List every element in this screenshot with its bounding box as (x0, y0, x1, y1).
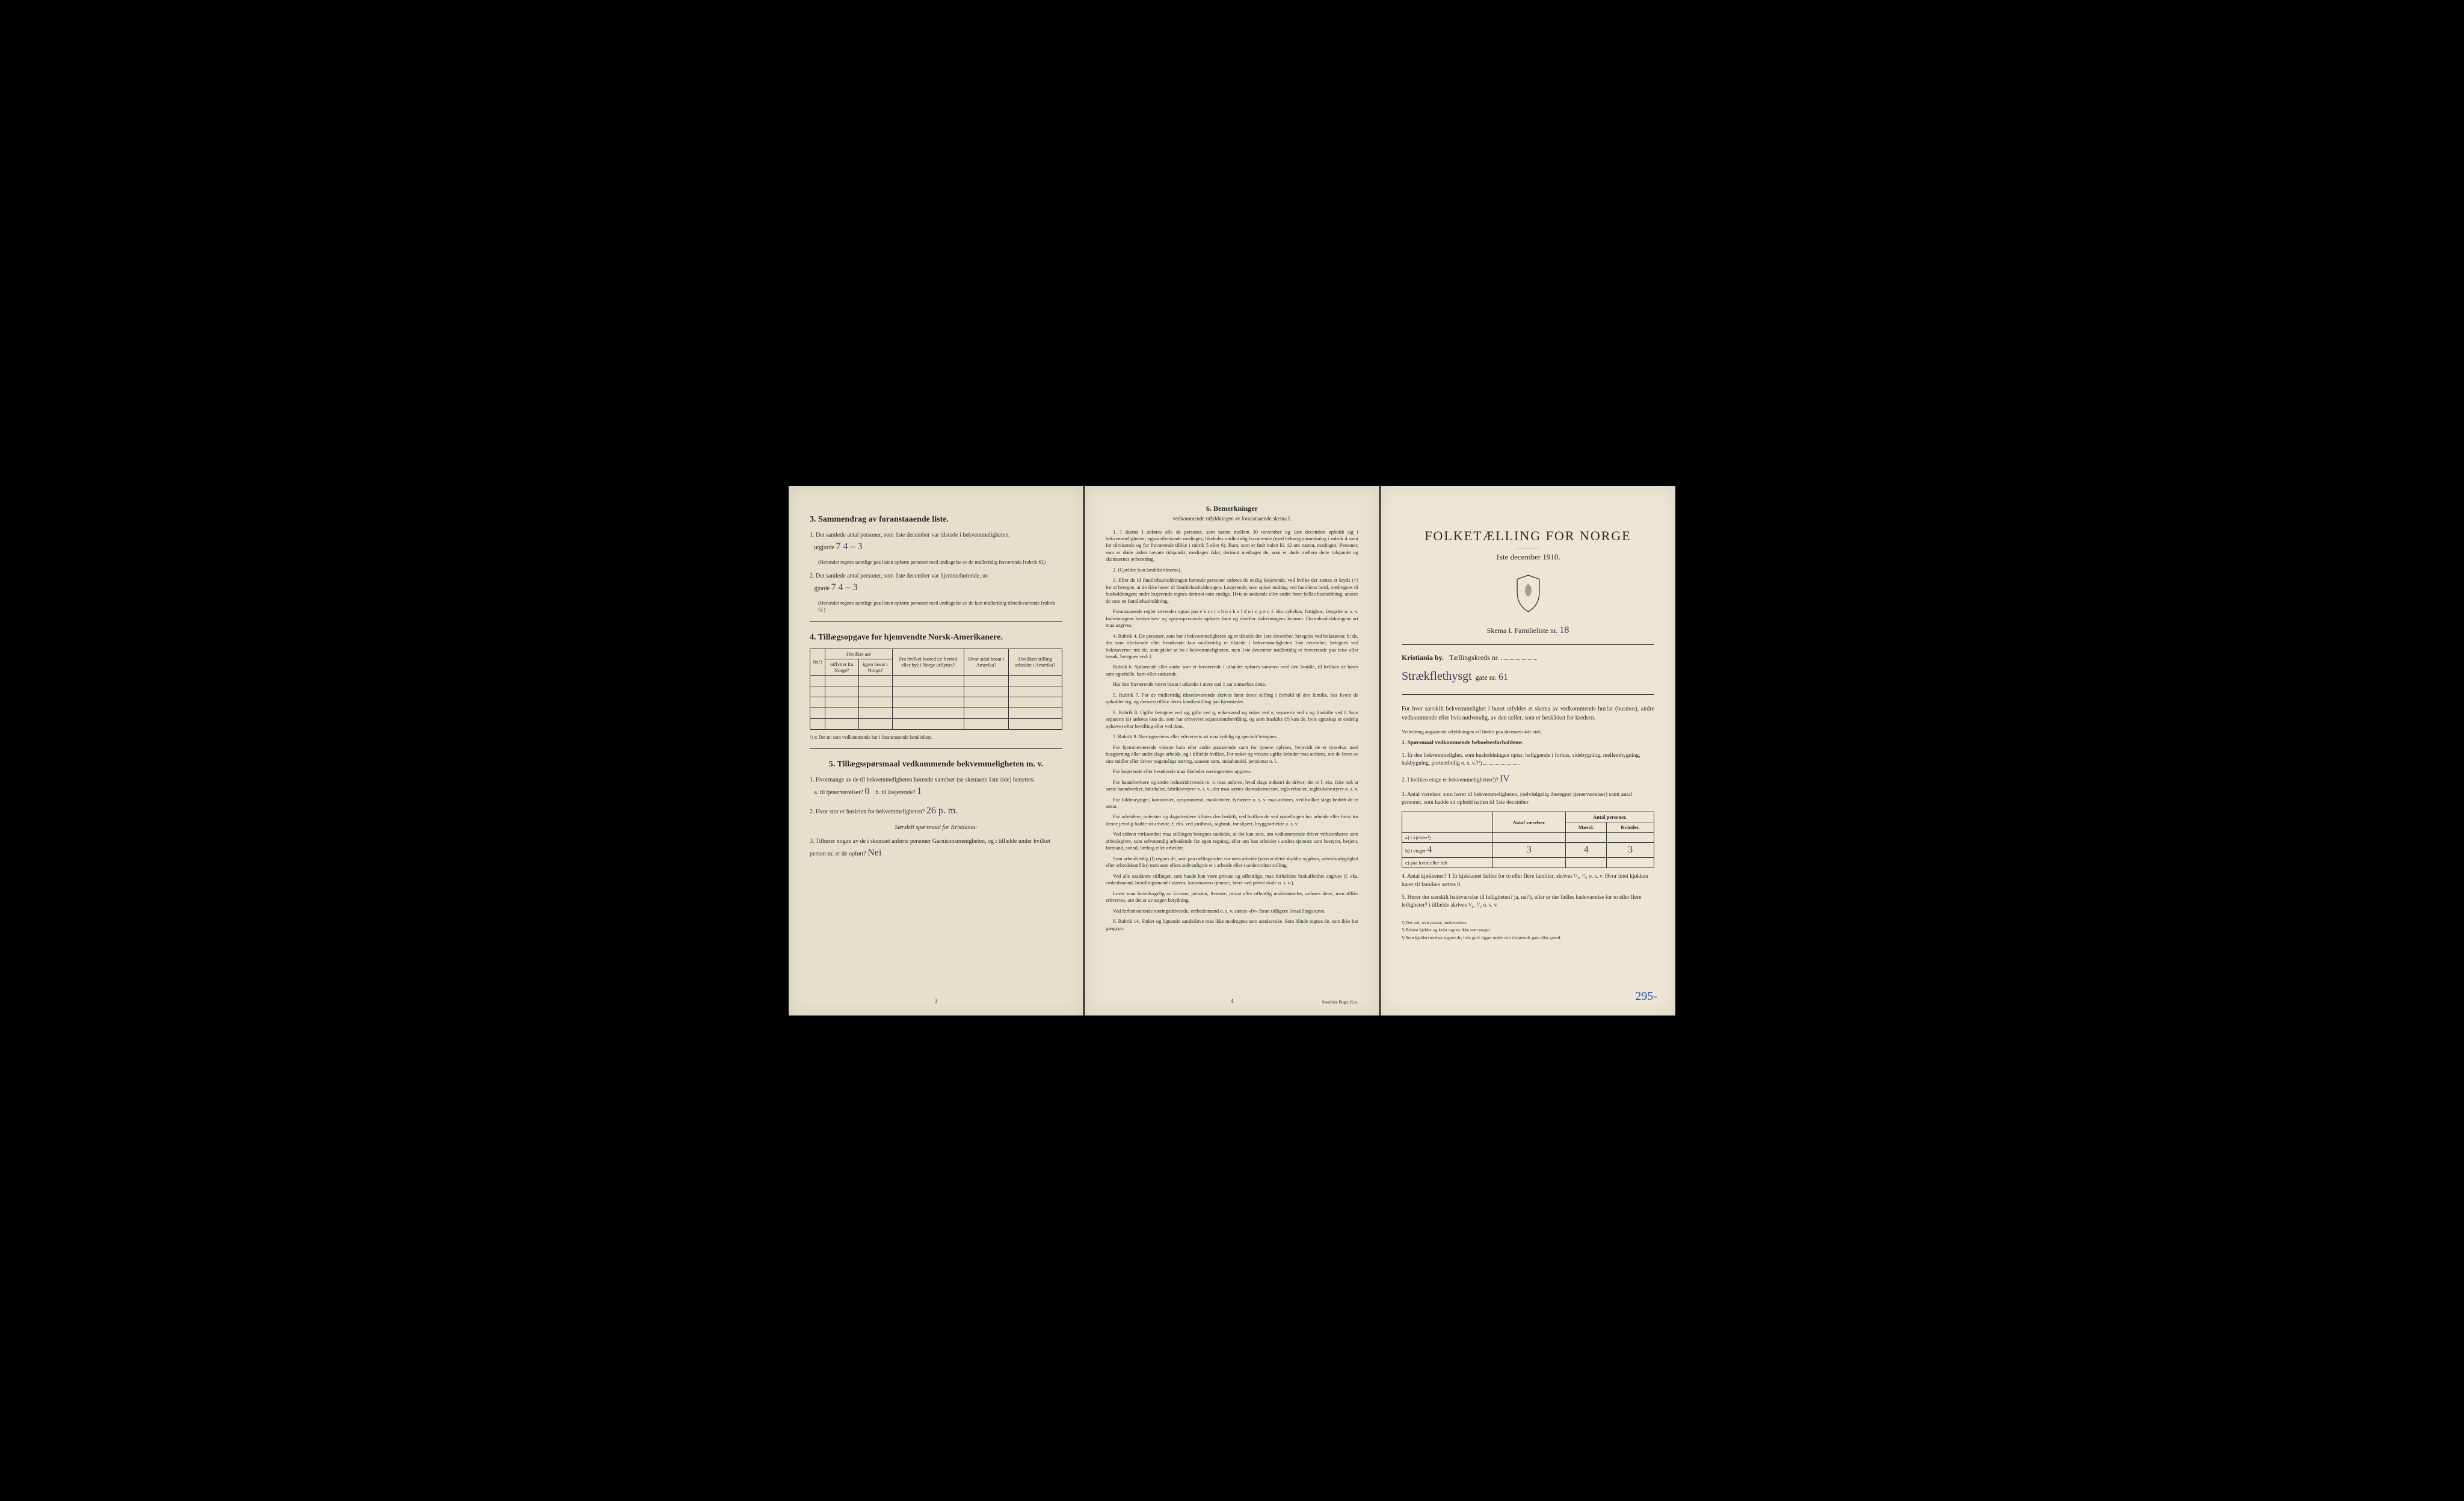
bemerkning-para: 7. Rubrik 9. Næringsveiens eller erhverv… (1106, 733, 1358, 740)
s3-q2: 2. Det samlede antal personer, som 1ste … (810, 572, 1062, 595)
bemerkninger-body: 1. I skema I anføres alle de personer, s… (1106, 529, 1358, 932)
document-spread: 3. Sammendrag av foranstaaende liste. 1.… (789, 486, 1675, 1016)
bemerkning-para: Ved alle saadanne stillinger, som baade … (1106, 873, 1358, 887)
s3-q1-paren: (Herunder regnes samtlige paa listen opf… (818, 559, 1062, 566)
norsk-amerikanere-table: Nr.¹) I hvilket aar Fra hvilket bosted (… (810, 649, 1062, 730)
printer-credit: Steen'ske Bogtr. Kr.a. (1322, 1000, 1358, 1005)
bemerkning-para: Som arbeidsledig (l) regnes de, som paa … (1106, 855, 1358, 869)
s5-q1: 1. Hvormange av de til bekvemmeligheten … (810, 775, 1062, 799)
section-3-title: 3. Sammendrag av foranstaaende liste. (810, 515, 1062, 525)
r-q2-val: IV (1500, 774, 1510, 784)
gate-line: Strækflethysgt gate nr. 61 (1402, 670, 1654, 683)
bemerkning-para: Ved forhenværende næringsdrivende, embed… (1106, 908, 1358, 914)
bemerkning-para: 6. Rubrik 8. Ugifte betegnes ved ug, gif… (1106, 709, 1358, 730)
table-row (810, 707, 1062, 718)
bemerkning-para: 1. I skema I anføres alle de personer, s… (1106, 529, 1358, 563)
s5-q2: 2. Hvor stor er husleien for bekvemmelig… (810, 804, 1062, 818)
bemerkning-para: Ved enhver virksomhet maa stillingen bet… (1106, 831, 1358, 851)
page-number: 3 (935, 998, 938, 1005)
separator (810, 621, 1062, 622)
section-5-title: 5. Tillægsspørsmaal vedkommende bekvemme… (810, 760, 1062, 769)
s3-q1: 1. Det samlede antal personer, som 1ste … (810, 531, 1062, 554)
gate-nr: 61 (1498, 672, 1508, 682)
bemerkning-para: 4. Rubrik 4. De personer, som bor i bekv… (1106, 633, 1358, 661)
bemerkning-para: For hjemmeværende voksne barn eller andr… (1106, 744, 1358, 765)
s3-q2-value: 7 4 – 3 (831, 582, 858, 593)
corner-annotation: 295- (1635, 990, 1657, 1003)
main-title: FOLKETÆLLING FOR NORGE (1402, 528, 1654, 544)
r-q1: 1. Er den bekvemmelighet, som husholdnin… (1402, 752, 1654, 768)
intro-text: For hver særskilt bekvemmelighet i huset… (1402, 704, 1654, 723)
table-row (810, 697, 1062, 707)
r-q2: 2. I hvilken etage er bekvemmeligheten²)… (1402, 772, 1654, 786)
r-q3: 3. Antal værelser, som hører til bekvemm… (1402, 791, 1654, 807)
table-row: a) i kjelder³) (1402, 833, 1654, 843)
bemerkning-para: Rubrik 6. Sjøfarende eller andre som er … (1106, 664, 1358, 677)
census-date: 1ste december 1910. (1402, 552, 1654, 562)
table-row: b) i etager 4 3 4 3 (1402, 843, 1654, 858)
bemerkning-para: Foranstaaende regler anvendes ogsaa paa … (1106, 608, 1358, 629)
bemerkning-para: 5. Rubrik 7. For de midlertidig tilstede… (1106, 692, 1358, 706)
title-rule (1516, 549, 1540, 550)
bemerkning-para: For fuldmægtiger, kontorister, opsynsmæn… (1106, 797, 1358, 810)
rooms-table: Antal værelser. Antal personer. Mænd. Kv… (1402, 812, 1654, 868)
table-row (810, 686, 1062, 697)
table-row (810, 718, 1062, 729)
bemerkning-para: 8. Rubrik 14. Sinker og lignende aandssl… (1106, 918, 1358, 932)
separator (1402, 644, 1654, 645)
separator (1402, 694, 1654, 695)
bemerkning-para: Har den fraværende været bosat i utlande… (1106, 681, 1358, 688)
s5-q1a-val: 0 (864, 786, 869, 797)
page-4: 6. Bemerkninger vedkommende utfyldningen… (1085, 486, 1379, 1016)
section-4-title: 4. Tillægsopgave for hjemvendte Norsk-Am… (810, 633, 1062, 643)
separator (810, 748, 1062, 749)
section-1-questions: 1. Spørsmaal vedkommende beboelsesforhol… (1402, 739, 1654, 910)
table-row (810, 675, 1062, 686)
section-6-sub: vedkommende utfyldningen av foranstaaend… (1106, 516, 1358, 522)
intro-small: Veiledning angaaende utfyldningen vil fi… (1402, 729, 1654, 735)
bemerkning-para: For arbeidere, inderster og dagarbeidere… (1106, 813, 1358, 827)
gate-name: Strækflethysgt (1402, 670, 1472, 683)
s5-q3-val: Nei (867, 848, 881, 858)
r-q5: 5. Hører der særskilt badeværelse til le… (1402, 894, 1654, 910)
r-q4: 4. Antal kjøkkener? 1 Er kjøkkenet fælle… (1402, 873, 1654, 889)
s4-footnote: ¹) ɔ: Det nr. som vedkommende har i fora… (810, 735, 1062, 740)
right-footnotes: ¹) Det ord, som passer, understrekes. ²)… (1402, 920, 1654, 942)
s5-sub: Særskilt spørsmaal for Kristiania: (810, 823, 1062, 832)
s3-q1-value: 7 4 – 3 (836, 541, 862, 552)
crest-icon (1512, 574, 1545, 613)
s1-title: 1. Spørsmaal vedkommende beboelsesforhol… (1402, 739, 1654, 747)
familieliste-nr: 18 (1559, 625, 1569, 635)
section-6-title: 6. Bemerkninger (1106, 504, 1358, 513)
page-title-page: FOLKETÆLLING FOR NORGE 1ste december 191… (1381, 486, 1675, 1016)
s5-q2-val: 26 p. m. (926, 806, 958, 816)
bemerkning-para: Lever man hovedsagelig av formue, pensio… (1106, 890, 1358, 904)
bemerkning-para: 3. Efter de til familiehusholdningen hør… (1106, 577, 1358, 605)
bemerkning-para: 2. (Gjælder kun landdistrikterne). (1106, 567, 1358, 573)
page-3: 3. Sammendrag av foranstaaende liste. 1.… (789, 486, 1083, 1016)
bemerkning-para: For losjerende eller besøkende maa likel… (1106, 768, 1358, 775)
s5-q1b-val: 1 (917, 786, 922, 797)
s3-q2-paren: (Herunder regnes samtlige paa listen opf… (818, 600, 1062, 613)
page-number: 4 (1231, 998, 1234, 1005)
skema-line: Skema I. Familieliste nr. 18 (1402, 625, 1654, 636)
city-line: Kristiania by. Tællingskreds nr. (1402, 653, 1654, 662)
table-row: c) paa kvist eller loft (1402, 858, 1654, 868)
s5-q3: 3. Tilhører nogen av de i skemaet anført… (810, 837, 1062, 860)
bemerkning-para: For haandverkere og andre industridriven… (1106, 779, 1358, 793)
